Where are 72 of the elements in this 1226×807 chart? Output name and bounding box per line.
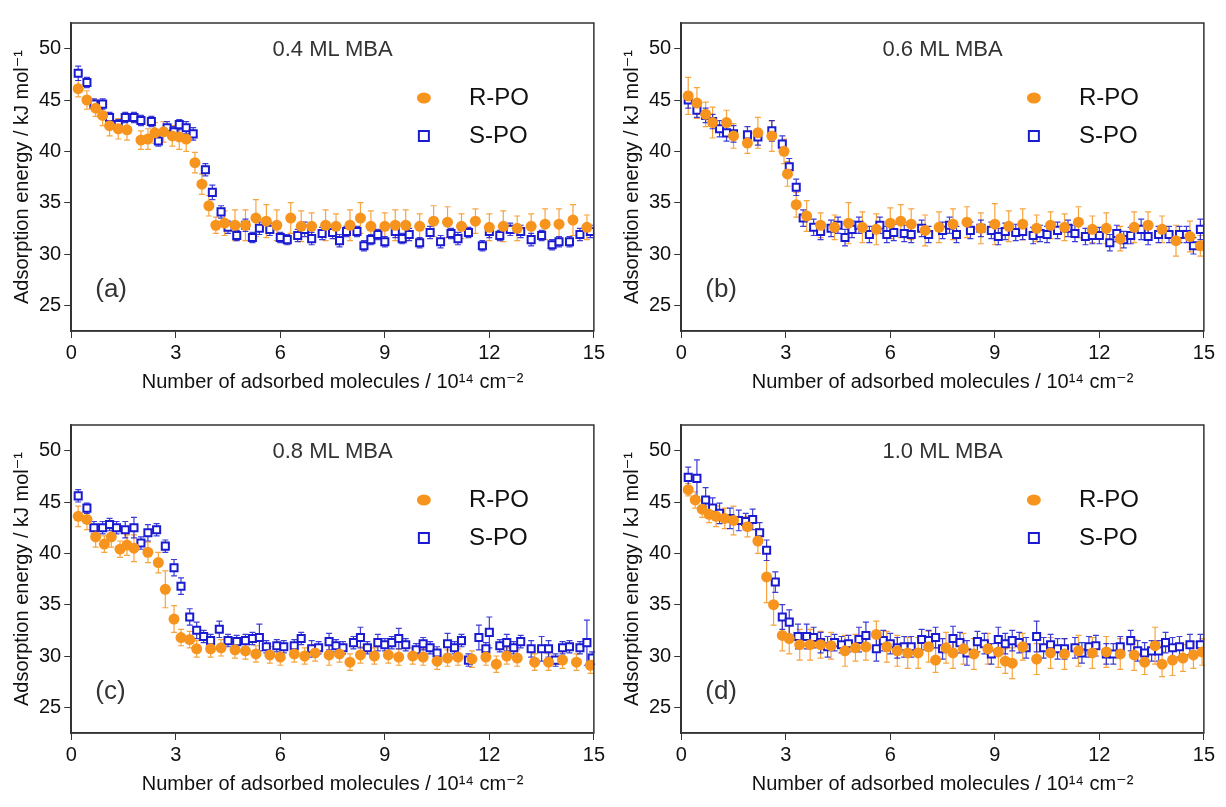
text: 0.4 ML MBA xyxy=(272,36,393,62)
x-tick-label: 15 xyxy=(582,340,605,363)
x-tick-label: 6 xyxy=(884,742,896,765)
x-tick-label: 12 xyxy=(478,742,501,765)
y-tick-label: 25 xyxy=(39,292,62,315)
y-tick-label: 35 xyxy=(39,190,62,213)
y-tick-label: 25 xyxy=(649,694,672,717)
x-tick-label: 6 xyxy=(274,742,286,765)
y-axis-title: Adsorption energy / kJ mol⁻¹ xyxy=(9,451,32,706)
y-tick-label: 35 xyxy=(649,592,672,615)
y-tick-label: 45 xyxy=(649,87,672,110)
x-tick-label: 3 xyxy=(780,340,792,363)
x-tick-label: 9 xyxy=(379,340,391,363)
y-tick-label: 25 xyxy=(649,292,672,315)
x-tick-label: 0 xyxy=(675,742,687,765)
x-tick-label: 0 xyxy=(65,340,77,363)
x-axis-title: Number of adsorbed molecules / 10¹⁴ cm⁻² xyxy=(751,369,1134,392)
y-tick-label: 50 xyxy=(649,36,672,59)
x-tick-label: 0 xyxy=(675,340,687,363)
legend-label: S-PO xyxy=(468,120,528,148)
x-tick-label: 3 xyxy=(170,340,182,363)
y-tick-label: 40 xyxy=(39,138,62,161)
y-tick-label: 30 xyxy=(39,241,62,264)
x-tick-label: 12 xyxy=(1088,340,1111,363)
x-tick-label: 0 xyxy=(65,742,77,765)
y-tick-label: 40 xyxy=(649,138,672,161)
legend-label: S-PO xyxy=(1078,120,1138,148)
annotation: (c) xyxy=(95,675,126,706)
y-tick-label: 30 xyxy=(649,643,672,666)
x-axis-title: Number of adsorbed molecules / 10¹⁴ cm⁻² xyxy=(141,369,524,392)
annotation: (a) xyxy=(95,273,128,304)
x-axis-title: Number of adsorbed molecules / 10¹⁴ cm⁻² xyxy=(751,771,1134,794)
x-tick-label: 12 xyxy=(478,340,501,363)
y-axis-title: Adsorption energy / kJ mol⁻¹ xyxy=(619,49,642,304)
y-axis-title: Adsorption energy / kJ mol⁻¹ xyxy=(619,451,642,706)
legend-label: S-PO xyxy=(468,522,528,550)
legend-label: R-PO xyxy=(1078,484,1139,512)
x-tick-label: 15 xyxy=(582,742,605,765)
text: 0.6 ML MBA xyxy=(882,36,1003,62)
x-tick-label: 15 xyxy=(1192,340,1215,363)
y-tick-label: 45 xyxy=(649,489,672,512)
y-tick-label: 45 xyxy=(39,87,62,110)
y-tick-label: 50 xyxy=(39,36,62,59)
x-tick-label: 9 xyxy=(989,340,1001,363)
y-tick-label: 30 xyxy=(649,241,672,264)
x-tick-label: 12 xyxy=(1088,742,1111,765)
x-tick-label: 9 xyxy=(379,742,391,765)
x-tick-label: 3 xyxy=(780,742,792,765)
legend-label: S-PO xyxy=(1078,522,1138,550)
y-tick-label: 30 xyxy=(39,643,62,666)
legend-label: R-PO xyxy=(468,82,529,110)
y-tick-label: 25 xyxy=(39,694,62,717)
y-axis-title: Adsorption energy / kJ mol⁻¹ xyxy=(9,49,32,304)
x-tick-label: 6 xyxy=(884,340,896,363)
x-tick-label: 6 xyxy=(274,340,286,363)
x-tick-label: 15 xyxy=(1192,742,1215,765)
x-axis-title: Number of adsorbed molecules / 10¹⁴ cm⁻² xyxy=(141,771,524,794)
annotation: (b) xyxy=(705,273,738,304)
y-tick-label: 50 xyxy=(39,438,62,461)
y-tick-label: 40 xyxy=(649,540,672,563)
text: 1.0 ML MBA xyxy=(882,438,1003,464)
y-tick-label: 35 xyxy=(649,190,672,213)
legend-label: R-PO xyxy=(1078,82,1139,110)
y-tick-label: 50 xyxy=(649,438,672,461)
y-tick-label: 35 xyxy=(39,592,62,615)
y-tick-label: 45 xyxy=(39,489,62,512)
text: 0.8 ML MBA xyxy=(272,438,393,464)
x-tick-label: 9 xyxy=(989,742,1001,765)
annotation: (d) xyxy=(705,675,738,706)
x-tick-label: 3 xyxy=(170,742,182,765)
legend-label: R-PO xyxy=(468,484,529,512)
y-tick-label: 40 xyxy=(39,540,62,563)
